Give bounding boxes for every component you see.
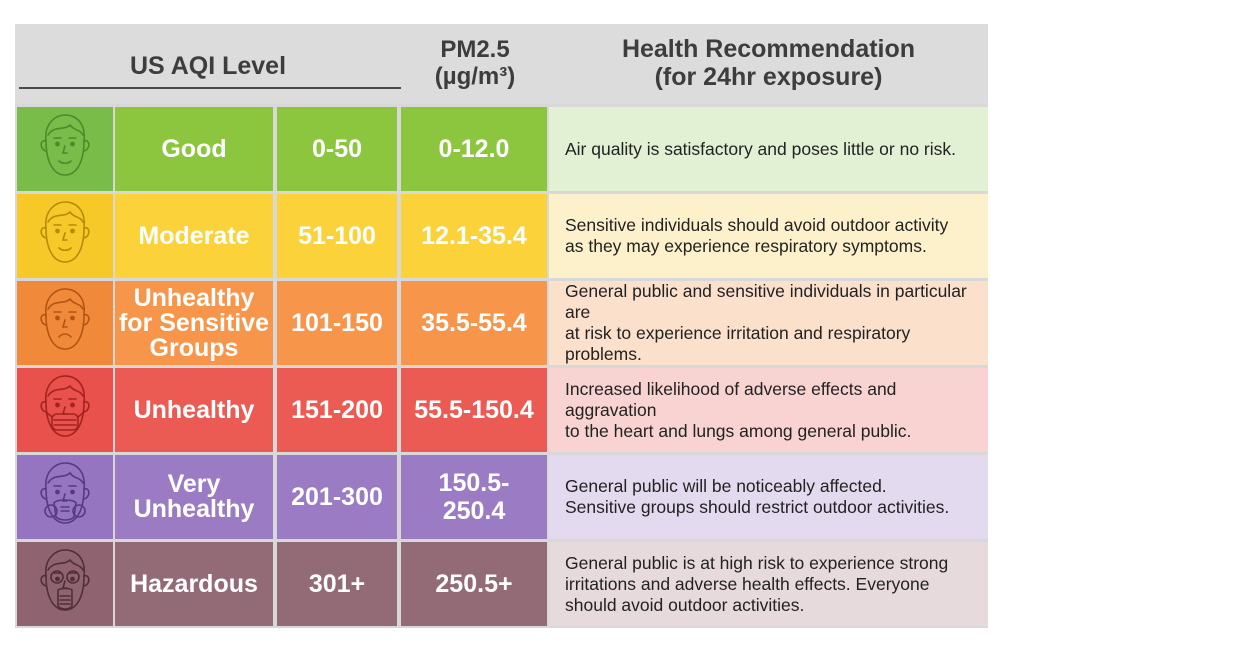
pm25-range-value: 150.5- 250.4 <box>438 469 510 525</box>
health-recommendation-text: General public will be noticeably affect… <box>565 476 949 518</box>
aqi-table: US AQI Level PM2.5 (µg/m³) Health Recomm… <box>15 24 988 628</box>
health-recommendation-cell: General public is at high risk to experi… <box>549 542 988 626</box>
table-row: Good 0-50 0-12.0 Air quality is satisfactor… <box>15 107 988 191</box>
health-recommendation-cell: Increased likelihood of adverse effects … <box>549 368 988 452</box>
recommendation-line: should avoid outdoor activities. <box>565 594 805 615</box>
mask-face-icon <box>34 372 96 449</box>
health-recommendation-text: General public and sensitive individuals… <box>565 281 988 365</box>
pm25-range-value: 35.5-55.4 <box>421 309 527 337</box>
aqi-range-value: 101-150 <box>291 308 383 337</box>
neutral-face-icon <box>34 111 96 188</box>
aqi-range-value: 51-100 <box>298 221 376 250</box>
pm25-range-value: 12.1-35.4 <box>421 222 527 250</box>
table-row: Hazardous 301+ 250.5+ General public is at … <box>15 542 988 626</box>
health-recommendation-text: Air quality is satisfactory and poses li… <box>565 139 956 160</box>
aqi-level-label: Hazardous <box>130 569 258 598</box>
health-recommendation-text: Sensitive individuals should avoid outdo… <box>565 215 948 257</box>
aqi-range-cell: 151-200 <box>277 368 397 452</box>
face-cell <box>17 281 113 365</box>
pm25-range-value: 55.5-150.4 <box>414 396 534 424</box>
aqi-range-cell: 51-100 <box>277 194 397 278</box>
header-underline <box>19 87 401 89</box>
recommendation-line: at risk to experience irritation and res… <box>565 323 911 364</box>
health-recommendation-cell: General public will be noticeably affect… <box>549 455 988 539</box>
header-pm25-label: PM2.5 <box>440 36 510 63</box>
table-row: Unhealthy 151-200 55.5-150.4 Increased like… <box>15 368 988 452</box>
sad-face-icon <box>34 285 96 362</box>
aqi-level-label: Very Unhealthy <box>133 470 255 523</box>
aqi-range-value: 201-300 <box>291 482 383 511</box>
aqi-level-cell: Hazardous <box>115 542 273 626</box>
pm25-range-cell: 12.1-35.4 <box>401 194 547 278</box>
aqi-range-cell: 201-300 <box>277 455 397 539</box>
aqi-level-label: Unhealthy for Sensitive Groups <box>118 283 270 362</box>
aqi-range-value: 0-50 <box>311 134 363 163</box>
aqi-level-cell: Unhealthy <box>115 368 273 452</box>
aqi-range-cell: 101-150 <box>277 281 397 365</box>
header-aqi-level-label: US AQI Level <box>129 52 287 80</box>
recommendation-line: General public will be noticeably affect… <box>565 476 887 496</box>
health-recommendation-text: General public is at high risk to experi… <box>565 553 948 616</box>
recommendation-line: to the heart and lungs among general pub… <box>565 420 912 441</box>
header-health-recommendation: Health Recommendation (for 24hr exposure… <box>549 24 988 104</box>
neutral-face-icon <box>34 198 96 275</box>
header-recommendation-label: Health Recommendation <box>621 35 916 63</box>
gas-mask-icon <box>34 546 96 623</box>
aqi-level-cell: Very Unhealthy <box>115 455 273 539</box>
health-recommendation-cell: Air quality is satisfactory and poses li… <box>549 107 988 191</box>
recommendation-line: Increased likelihood of adverse effects … <box>565 378 897 420</box>
header-recommendation-exposure: (for 24hr exposure) <box>654 63 883 91</box>
face-cell <box>17 542 113 626</box>
face-cell <box>17 455 113 539</box>
recommendation-line: General public is at high risk to experi… <box>565 552 949 573</box>
pm25-range-cell: 0-12.0 <box>401 107 547 191</box>
respirator-face-icon <box>34 459 96 536</box>
health-recommendation-cell: Sensitive individuals should avoid outdo… <box>549 194 988 278</box>
recommendation-line: irritations and adverse health effects. … <box>565 573 930 594</box>
pm25-range-value: 250.5+ <box>435 570 513 598</box>
aqi-range-cell: 0-50 <box>277 107 397 191</box>
table-header: US AQI Level PM2.5 (µg/m³) Health Recomm… <box>15 24 988 104</box>
face-cell <box>17 107 113 191</box>
health-recommendation-text: Increased likelihood of adverse effects … <box>565 379 988 442</box>
aqi-range-value: 301+ <box>308 569 366 598</box>
pm25-range-cell: 150.5- 250.4 <box>401 455 547 539</box>
health-recommendation-cell: General public and sensitive individuals… <box>549 281 988 365</box>
aqi-level-cell: Moderate <box>115 194 273 278</box>
aqi-range-value: 151-200 <box>291 395 383 424</box>
table-row: Moderate 51-100 12.1-35.4 Sensitive individ… <box>15 194 988 278</box>
aqi-level-label: Moderate <box>138 221 250 250</box>
pm25-range-value: 0-12.0 <box>438 135 510 163</box>
table-row: Very Unhealthy 201-300 150.5- 250.4 General p… <box>15 455 988 539</box>
face-cell <box>17 194 113 278</box>
header-pm25-unit: (µg/m³) <box>434 63 516 90</box>
aqi-level-label: Good <box>161 134 227 163</box>
aqi-level-cell: Good <box>115 107 273 191</box>
pm25-range-cell: 55.5-150.4 <box>401 368 547 452</box>
recommendation-line: General public and sensitive individuals… <box>565 281 967 322</box>
recommendation-line: as they may experience respiratory sympt… <box>565 236 927 256</box>
face-cell <box>17 368 113 452</box>
recommendation-line: Air quality is satisfactory and poses li… <box>565 138 956 159</box>
header-pm25: PM2.5 (µg/m³) <box>401 24 549 104</box>
pm25-range-cell: 35.5-55.4 <box>401 281 547 365</box>
aqi-level-label: Unhealthy <box>133 395 255 424</box>
recommendation-line: Sensitive groups should restrict outdoor… <box>565 497 950 517</box>
recommendation-line: Sensitive individuals should avoid outdo… <box>565 215 949 235</box>
table-row: Unhealthy for Sensitive Groups 101-150 35.5-… <box>15 281 988 365</box>
aqi-level-cell: Unhealthy for Sensitive Groups <box>115 281 273 365</box>
pm25-range-cell: 250.5+ <box>401 542 547 626</box>
aqi-range-cell: 301+ <box>277 542 397 626</box>
header-aqi-level: US AQI Level <box>15 24 401 104</box>
